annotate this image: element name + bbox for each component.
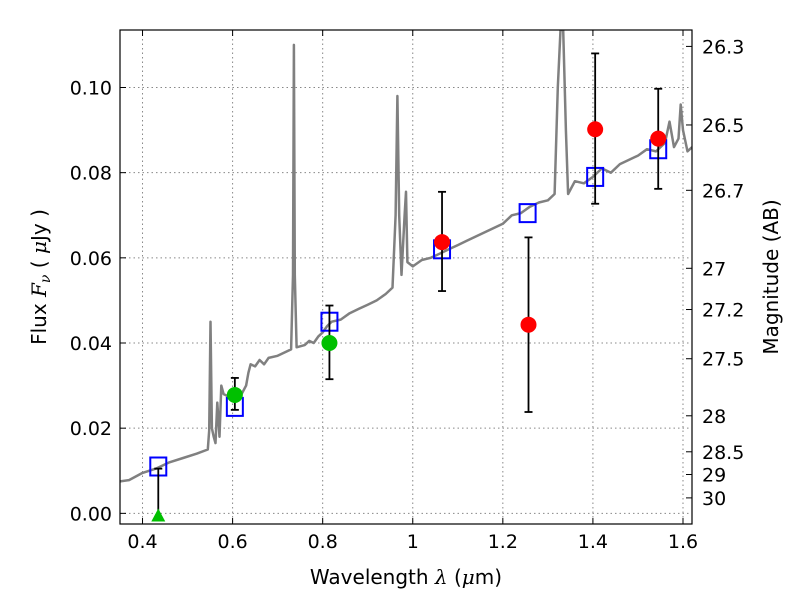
y-axis-label: Flux Fν ( μJy ) [27,209,54,345]
y2-tick-label: 27.2 [702,300,744,322]
data-layer [120,30,692,522]
observed-flux-point [434,234,451,251]
x-tick-label: 1 [407,531,419,553]
upper-limit-triangle [151,508,166,522]
y-tick-label: 0.10 [70,77,112,99]
model-photometry-square [518,203,537,224]
y2-tick-label: 28 [702,406,726,428]
y2-tick-label: 27 [702,258,726,280]
x-axis-label: Wavelength λ (μm) [310,565,502,589]
y2-tick-label: 26.5 [702,115,744,137]
observed-flux-point [321,335,338,352]
x-tick-label: 1.2 [488,531,518,553]
y-tick-label: 0.04 [70,333,112,355]
ticks: 0.4 0.6 0.8 1 1.2 1.4 1.6 0.00 0.02 0.04 0.06 0.08 0… [70,30,744,553]
observed-flux-point [520,316,537,333]
observed-flux-point [226,386,243,403]
x-tick-label: 0.4 [127,531,157,553]
observed-flux-point [650,130,667,147]
observed-flux-point [587,121,604,138]
y2-tick-label: 29 [702,465,726,487]
y2-tick-label: 27.5 [702,349,744,371]
x-tick-label: 0.8 [308,531,338,553]
y-tick-label: 0.00 [70,503,112,525]
y2-tick-label: 26.7 [702,180,744,202]
y2-tick-label: 28.5 [702,442,744,464]
y-tick-label: 0.06 [70,248,112,270]
model-spectrum-line [120,30,692,483]
plot-frame [119,29,693,525]
x-tick-label: 1.4 [578,531,608,553]
x-tick-label: 0.6 [217,531,247,553]
y2-tick-label: 26.3 [702,36,744,58]
x-tick-label: 1.6 [668,531,698,553]
y2-tick-label: 30 [702,488,726,510]
y2-axis-label: Magnitude (AB) [759,199,783,354]
y-tick-label: 0.02 [70,418,112,440]
grid [120,30,692,524]
y-tick-label: 0.08 [70,163,112,185]
